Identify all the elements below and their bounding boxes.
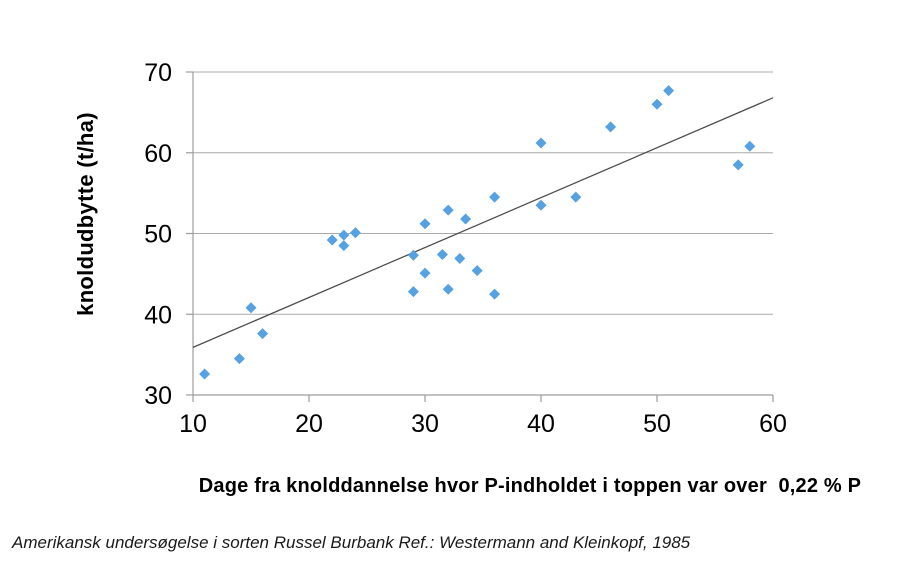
data-point [407,286,419,298]
y-tick-label: 40 [144,301,172,329]
data-point [535,199,547,211]
data-point [442,204,454,216]
data-point [338,240,350,252]
data-point [454,253,466,265]
x-tick-label: 50 [643,410,671,438]
data-point [326,234,338,246]
x-tick-label: 60 [759,410,787,438]
data-point [338,229,350,241]
y-tick-label: 50 [144,221,172,249]
data-point [419,218,431,230]
x-tick-label: 30 [411,410,439,438]
data-point [199,368,211,380]
data-point [257,328,269,340]
data-point [489,288,501,300]
data-point [471,265,483,277]
x-axis-title: Dage fra knolddannelse hvor P-indholdet … [198,475,862,497]
data-point [460,213,472,225]
data-point [349,227,361,239]
source-caption: Amerikansk undersøgelse i sorten Russel … [12,533,691,552]
data-point [744,140,756,152]
y-tick-label: 30 [144,382,172,410]
y-tick-label: 70 [144,59,172,87]
data-point [651,98,663,110]
x-tick-label: 10 [179,410,207,438]
data-point [535,137,547,149]
data-point [605,121,617,133]
data-point [489,191,501,203]
data-point [233,353,245,365]
y-axis-title: knoldudbytte (t/ha) [73,112,98,316]
trend-line [192,97,774,348]
data-point [732,159,744,171]
data-point [245,302,257,314]
data-point [436,248,448,260]
data-point [407,249,419,261]
data-point [570,191,582,203]
y-tick-label: 60 [144,140,172,168]
x-tick-label: 20 [295,410,323,438]
data-point [419,267,431,279]
data-point [663,85,675,97]
x-tick-label: 40 [527,410,555,438]
data-point [442,283,454,295]
